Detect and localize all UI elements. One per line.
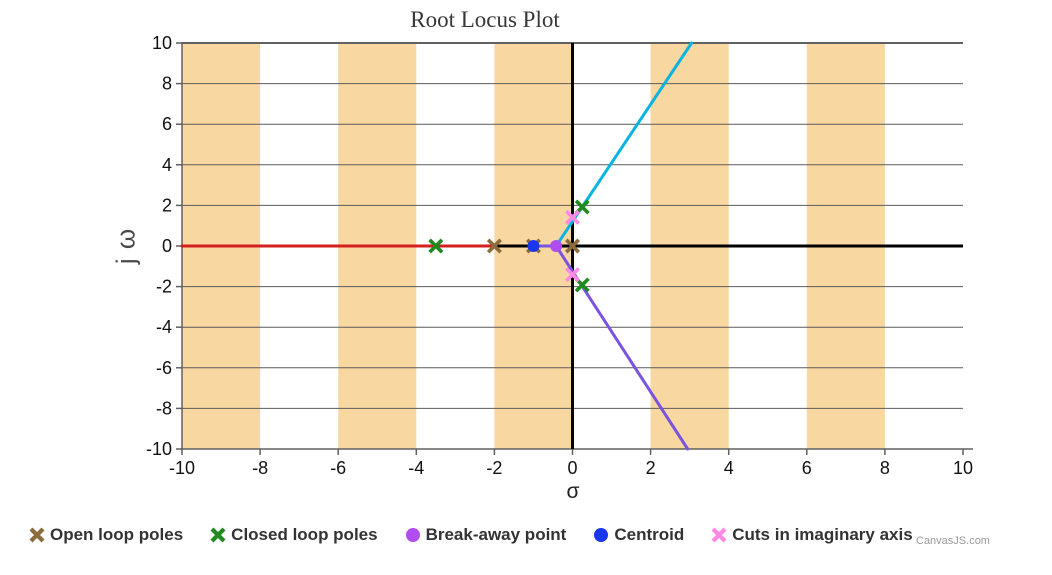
y-tick-label: -8 (156, 398, 172, 418)
marker-closed-loop-poles (428, 238, 444, 254)
marker-open-loop-poles (486, 238, 502, 254)
legend-item-label: Centroid (614, 525, 685, 544)
marker-cuts-in-imaginary-axis (565, 267, 580, 283)
legend-item-label: Break-away point (425, 525, 567, 544)
y-tick-label: 2 (162, 195, 172, 215)
marker-centroid (527, 240, 540, 252)
y-tick-label: -2 (156, 277, 172, 297)
legend-item-label: Open loop poles (50, 525, 184, 544)
y-tick-label: 4 (162, 155, 172, 175)
marker-break-away-point (550, 240, 563, 252)
legend-item-centroid[interactable]: Centroid (592, 525, 684, 545)
x-tick-label: -2 (486, 458, 502, 478)
x-tick-label: 10 (953, 458, 973, 478)
legend-item-break-away-point[interactable]: Break-away point (404, 525, 567, 545)
x-tick-label: -10 (169, 458, 195, 478)
cross-marker-icon (210, 527, 226, 543)
legend-item-label: Cuts in imaginary axis (732, 525, 913, 544)
marker-open-loop-poles (565, 238, 580, 254)
y-tick-label: 6 (162, 114, 172, 134)
x-tick-label: -4 (408, 458, 424, 478)
circle-marker-icon (594, 528, 609, 542)
circle-marker-icon (405, 528, 420, 542)
y-tick-label: 8 (162, 74, 172, 94)
y-tick-label: -6 (156, 358, 172, 378)
x-axis-title: σ (566, 480, 580, 503)
y-tick-label: 0 (162, 236, 172, 256)
x-tick-label: -8 (252, 458, 268, 478)
legend-item-cuts-in-imaginary-axis[interactable]: Cuts in imaginary axis (710, 525, 913, 545)
legend-item-closed-loop-poles[interactable]: Closed loop poles (209, 525, 378, 545)
x-tick-label: -6 (330, 458, 346, 478)
cross-marker-icon (29, 527, 45, 543)
legend-item-label: Closed loop poles (231, 525, 378, 544)
x-tick-label: 0 (567, 458, 577, 478)
y-axis-title: j ω (110, 227, 141, 265)
marker-cuts-in-imaginary-axis (565, 209, 580, 225)
y-tick-label: -4 (156, 317, 172, 337)
y-tick-label: -10 (146, 439, 172, 459)
x-tick-label: 8 (880, 458, 890, 478)
x-tick-label: 6 (802, 458, 812, 478)
cross-marker-icon (711, 527, 727, 543)
legend-item-open-loop-poles[interactable]: Open loop poles (28, 525, 183, 545)
legend: Open loop poles Closed loop poles Break-aw… (28, 520, 913, 550)
x-tick-label: 2 (646, 458, 656, 478)
x-tick-label: 4 (724, 458, 734, 478)
canvasjs-watermark-link[interactable]: CanvasJS.com (916, 535, 990, 547)
y-tick-label: 10 (152, 33, 172, 53)
chart-title: Root Locus Plot (410, 7, 560, 32)
